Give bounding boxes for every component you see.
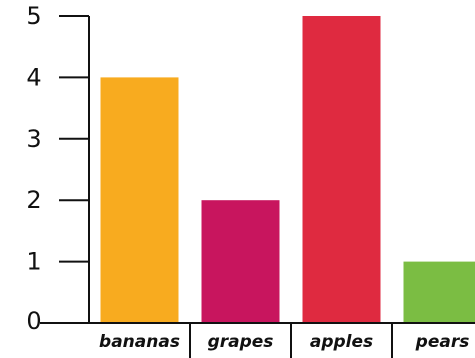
bar-pears xyxy=(403,261,475,323)
y-tick-label: 5 xyxy=(26,2,41,30)
y-tick-label: 1 xyxy=(26,248,41,276)
bar-grapes xyxy=(201,200,280,323)
x-tick-label: pears xyxy=(415,332,470,352)
bars-group xyxy=(100,16,475,324)
x-tick-label: apples xyxy=(310,332,373,352)
y-tick-label: 3 xyxy=(26,125,41,153)
bar-apples xyxy=(302,16,381,323)
y-tick-label: 0 xyxy=(26,307,41,335)
y-tick-label: 2 xyxy=(26,186,41,214)
x-tick-label: bananas xyxy=(99,332,180,352)
y-ticks-group: 0 1 2 3 4 5 xyxy=(26,2,89,335)
bar-bananas xyxy=(100,77,179,324)
axes-group xyxy=(40,16,475,324)
x-tick-label: grapes xyxy=(208,332,274,352)
y-tick-label: 4 xyxy=(26,63,41,91)
x-ticks-group: bananas grapes apples pears xyxy=(99,323,469,358)
